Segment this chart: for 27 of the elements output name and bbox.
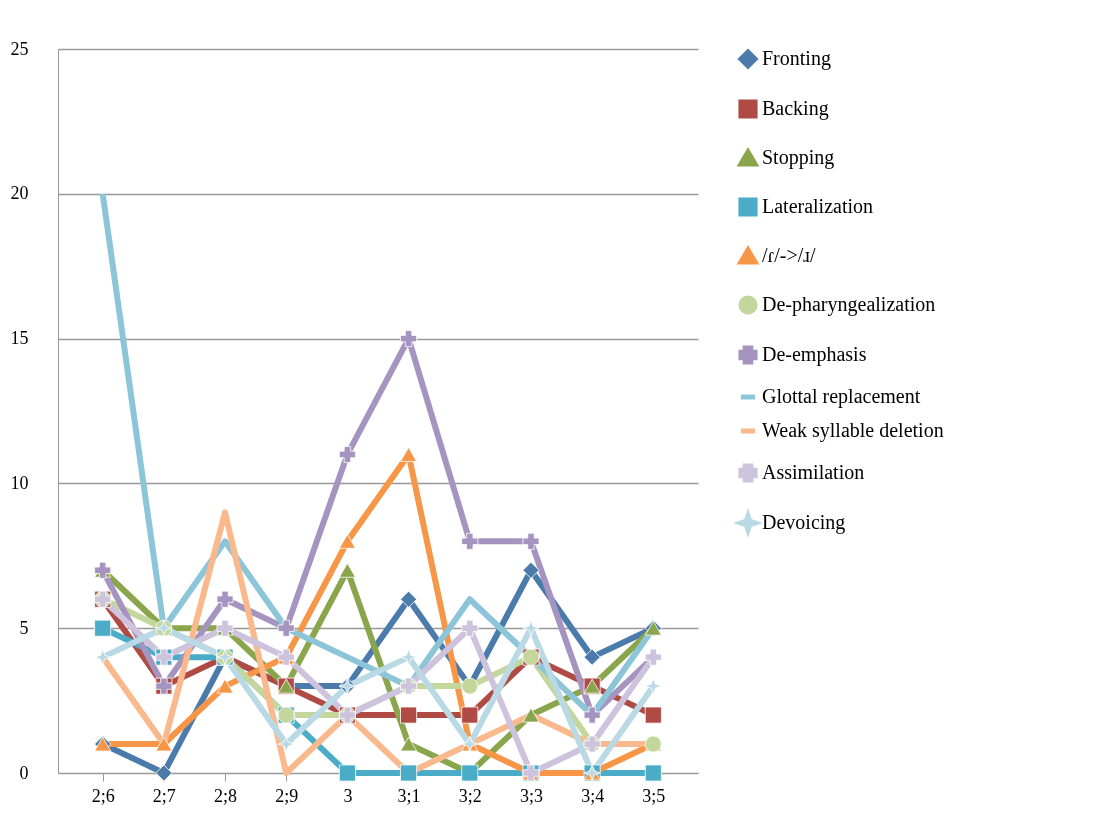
x-tick-label: 3;1 — [397, 785, 421, 806]
legend-label: Glottal replacement — [762, 385, 921, 408]
legend-label: Backing — [762, 97, 829, 120]
x-tick-label: 3;5 — [642, 785, 666, 806]
legend-label: Stopping — [762, 146, 835, 169]
legend-label: Assimilation — [762, 461, 865, 483]
x-tick-label: 2;6 — [91, 785, 115, 806]
x-tick-label: 2;9 — [275, 785, 299, 806]
legend-label: De-emphasis — [762, 343, 867, 366]
y-tick-label: 15 — [10, 328, 29, 349]
y-tick-label: 0 — [19, 762, 29, 783]
legend-label: Fronting — [762, 47, 831, 70]
x-tick-label: 3;4 — [581, 785, 605, 806]
x-tick-label: 3;2 — [458, 785, 482, 806]
legend-label: /ɾ/->/ɹ/ — [762, 244, 816, 266]
legend-label: Lateralization — [762, 195, 874, 217]
legend-label: Devoicing — [762, 511, 846, 534]
legend-label: Weak syllable deletion — [762, 419, 944, 442]
y-tick-label: 5 — [19, 617, 29, 638]
x-tick-label: 2;7 — [152, 785, 176, 806]
x-tick-label: 2;8 — [214, 785, 238, 806]
y-tick-label: 25 — [10, 38, 29, 59]
x-tick-label: 3;3 — [519, 785, 543, 806]
y-tick-label: 20 — [10, 183, 29, 204]
y-tick-label: 10 — [10, 472, 29, 493]
legend-label: De-pharyngealization — [762, 293, 936, 316]
x-tick-label: 3 — [343, 785, 353, 806]
